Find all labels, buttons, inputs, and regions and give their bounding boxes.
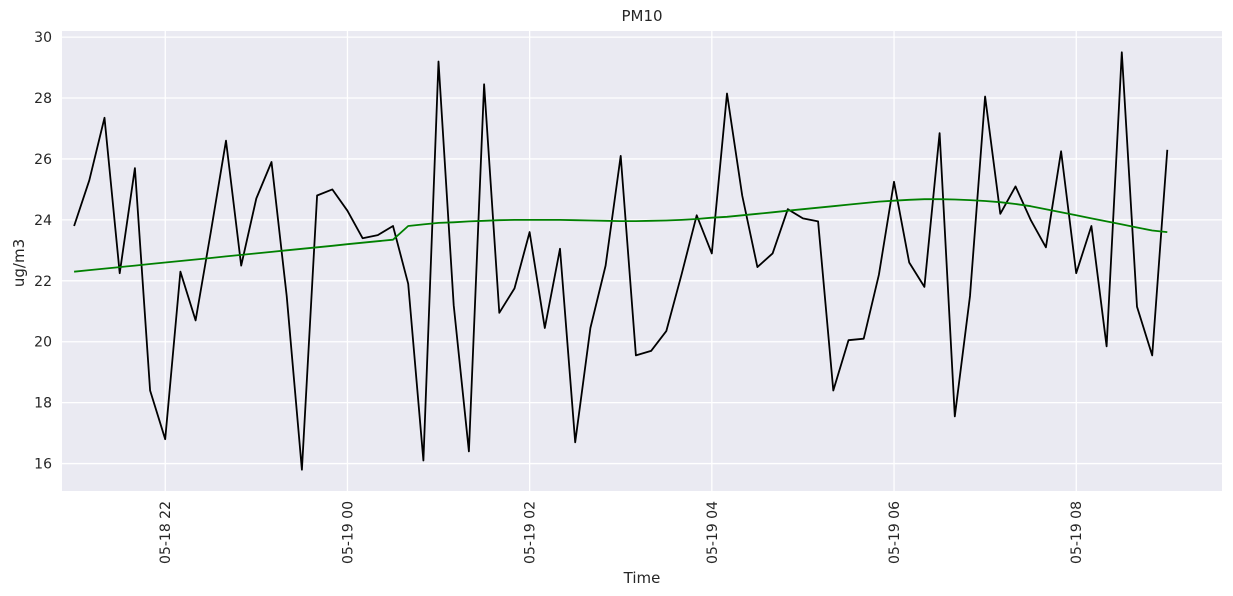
- trend-series-line: [74, 198, 1168, 273]
- x-tick-labels: 05-18 22 05-19 00 05-19 02 05-19 04 05-19 06…: [158, 501, 1085, 564]
- x-tick-label: 05-19 08: [1069, 501, 1085, 564]
- series-layer: [73, 51, 1169, 471]
- x-tick-label: 05-19 00: [340, 501, 356, 564]
- y-tick-label: 18: [34, 396, 52, 412]
- y-tick-labels: 16 18 20 22 24 26 28 30: [34, 30, 52, 472]
- x-tick-label: 05-19 04: [705, 501, 721, 564]
- y-tick-label: 28: [34, 91, 52, 107]
- y-tick-label: 24: [34, 213, 52, 229]
- chart-title: PM10: [621, 7, 662, 25]
- y-gridlines: [62, 36, 1222, 465]
- x-gridlines: [164, 31, 1077, 491]
- x-tick-label: 05-19 06: [887, 501, 903, 564]
- y-axis-title: ug/m3: [10, 239, 28, 287]
- x-tick-label: 05-19 02: [523, 501, 539, 564]
- y-tick-label: 16: [34, 457, 52, 473]
- y-tick-label: 26: [34, 152, 52, 168]
- plot-area: [62, 31, 1222, 491]
- y-tick-label: 20: [34, 335, 52, 351]
- y-tick-label: 30: [34, 30, 52, 46]
- pm10-series-line: [73, 51, 1169, 471]
- x-axis-title: Time: [623, 569, 661, 587]
- x-tick-label: 05-18 22: [158, 501, 174, 564]
- y-tick-label: 22: [34, 274, 52, 290]
